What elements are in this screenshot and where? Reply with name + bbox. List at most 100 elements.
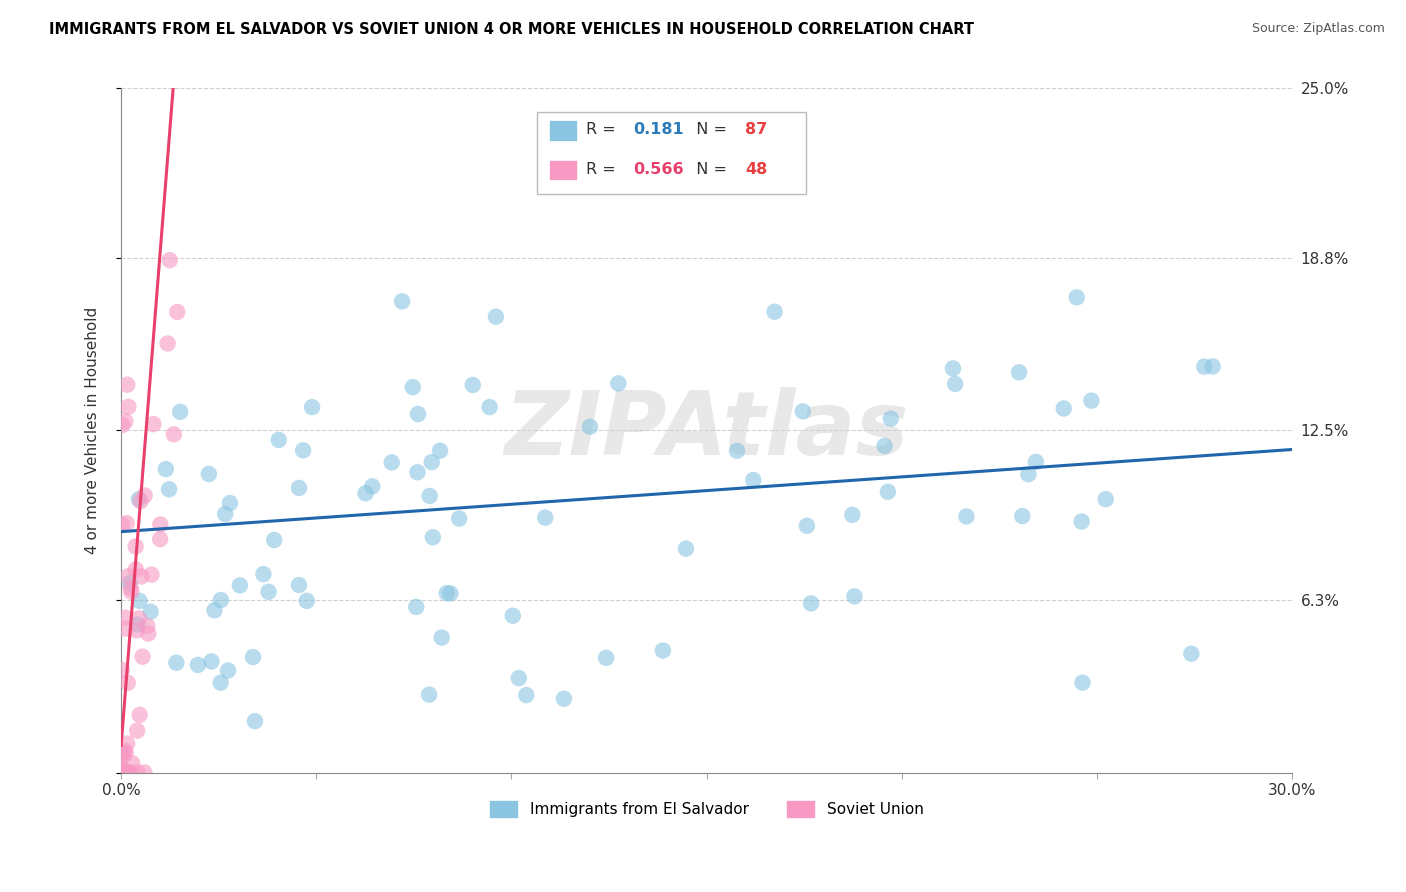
Point — [288, 578, 311, 592]
Point — [129, 494, 152, 508]
Point — [111, 517, 134, 532]
Bar — [548, 160, 576, 180]
Point — [430, 631, 453, 645]
Point — [219, 496, 242, 510]
Text: 48: 48 — [745, 161, 768, 177]
Point — [1017, 467, 1039, 482]
Text: 87: 87 — [745, 122, 768, 137]
Point — [111, 663, 134, 677]
Point — [243, 714, 266, 728]
Text: 0.181: 0.181 — [633, 122, 683, 137]
Point — [111, 750, 134, 764]
Point — [117, 765, 139, 780]
Point — [880, 411, 903, 425]
Point — [1070, 515, 1092, 529]
Point — [209, 675, 232, 690]
Point — [214, 507, 236, 521]
Point — [134, 765, 156, 780]
Point — [429, 443, 451, 458]
Point — [128, 594, 150, 608]
Point — [288, 481, 311, 495]
Point — [124, 540, 146, 554]
Point — [1066, 290, 1088, 304]
Point — [142, 417, 165, 431]
Text: R =: R = — [586, 161, 621, 177]
Point — [115, 765, 138, 780]
Point — [515, 688, 537, 702]
Point — [406, 465, 429, 479]
Text: IMMIGRANTS FROM EL SALVADOR VS SOVIET UNION 4 OR MORE VEHICLES IN HOUSEHOLD CORR: IMMIGRANTS FROM EL SALVADOR VS SOVIET UN… — [49, 22, 974, 37]
Point — [354, 486, 377, 500]
Point — [115, 736, 138, 750]
Point — [198, 467, 221, 481]
Point — [763, 304, 786, 318]
Point — [263, 533, 285, 547]
Legend: Immigrants from El Salvador, Soviet Union: Immigrants from El Salvador, Soviet Unio… — [484, 795, 929, 823]
Point — [607, 376, 630, 391]
Point — [267, 433, 290, 447]
Point — [1094, 492, 1116, 507]
Point — [136, 626, 159, 640]
Point — [127, 617, 149, 632]
Point — [942, 361, 965, 376]
Point — [229, 578, 252, 592]
Point — [120, 765, 142, 780]
Point — [111, 762, 134, 776]
Point — [157, 483, 180, 497]
Point — [1011, 509, 1033, 524]
Point — [121, 756, 143, 771]
Point — [242, 650, 264, 665]
Point — [111, 418, 134, 433]
Point — [405, 599, 427, 614]
Point — [391, 294, 413, 309]
Point — [169, 405, 191, 419]
Point — [478, 400, 501, 414]
Point — [163, 427, 186, 442]
Text: N =: N = — [686, 122, 731, 137]
Point — [111, 763, 134, 777]
Point — [187, 657, 209, 672]
Point — [125, 624, 148, 638]
Point — [159, 253, 181, 268]
Point — [111, 765, 134, 780]
Point — [461, 378, 484, 392]
Point — [149, 532, 172, 546]
Point — [1053, 401, 1076, 416]
Point — [111, 746, 134, 760]
Point — [114, 765, 136, 780]
Y-axis label: 4 or more Vehicles in Household: 4 or more Vehicles in Household — [86, 307, 100, 554]
FancyBboxPatch shape — [537, 112, 806, 194]
Point — [652, 643, 675, 657]
Point — [128, 707, 150, 722]
Point — [120, 581, 142, 595]
Point — [118, 576, 141, 591]
Point — [134, 488, 156, 502]
Text: Source: ZipAtlas.com: Source: ZipAtlas.com — [1251, 22, 1385, 36]
Point — [579, 419, 602, 434]
Point — [436, 586, 458, 600]
Point — [1180, 647, 1202, 661]
Point — [136, 619, 159, 633]
Point — [114, 744, 136, 758]
Point — [117, 377, 139, 392]
Point — [381, 455, 404, 469]
Point — [120, 584, 142, 599]
Point — [149, 517, 172, 532]
Point — [200, 654, 222, 668]
Point — [449, 511, 471, 525]
Point — [800, 596, 823, 610]
Point — [114, 622, 136, 636]
Point — [418, 688, 440, 702]
Point — [439, 586, 461, 600]
Point — [141, 567, 163, 582]
Point — [114, 746, 136, 760]
Point — [166, 305, 188, 319]
Point — [1080, 393, 1102, 408]
Point — [873, 439, 896, 453]
Point — [955, 509, 977, 524]
Point — [117, 676, 139, 690]
Point — [139, 605, 162, 619]
Point — [155, 462, 177, 476]
Point — [127, 723, 149, 738]
Point — [406, 407, 429, 421]
